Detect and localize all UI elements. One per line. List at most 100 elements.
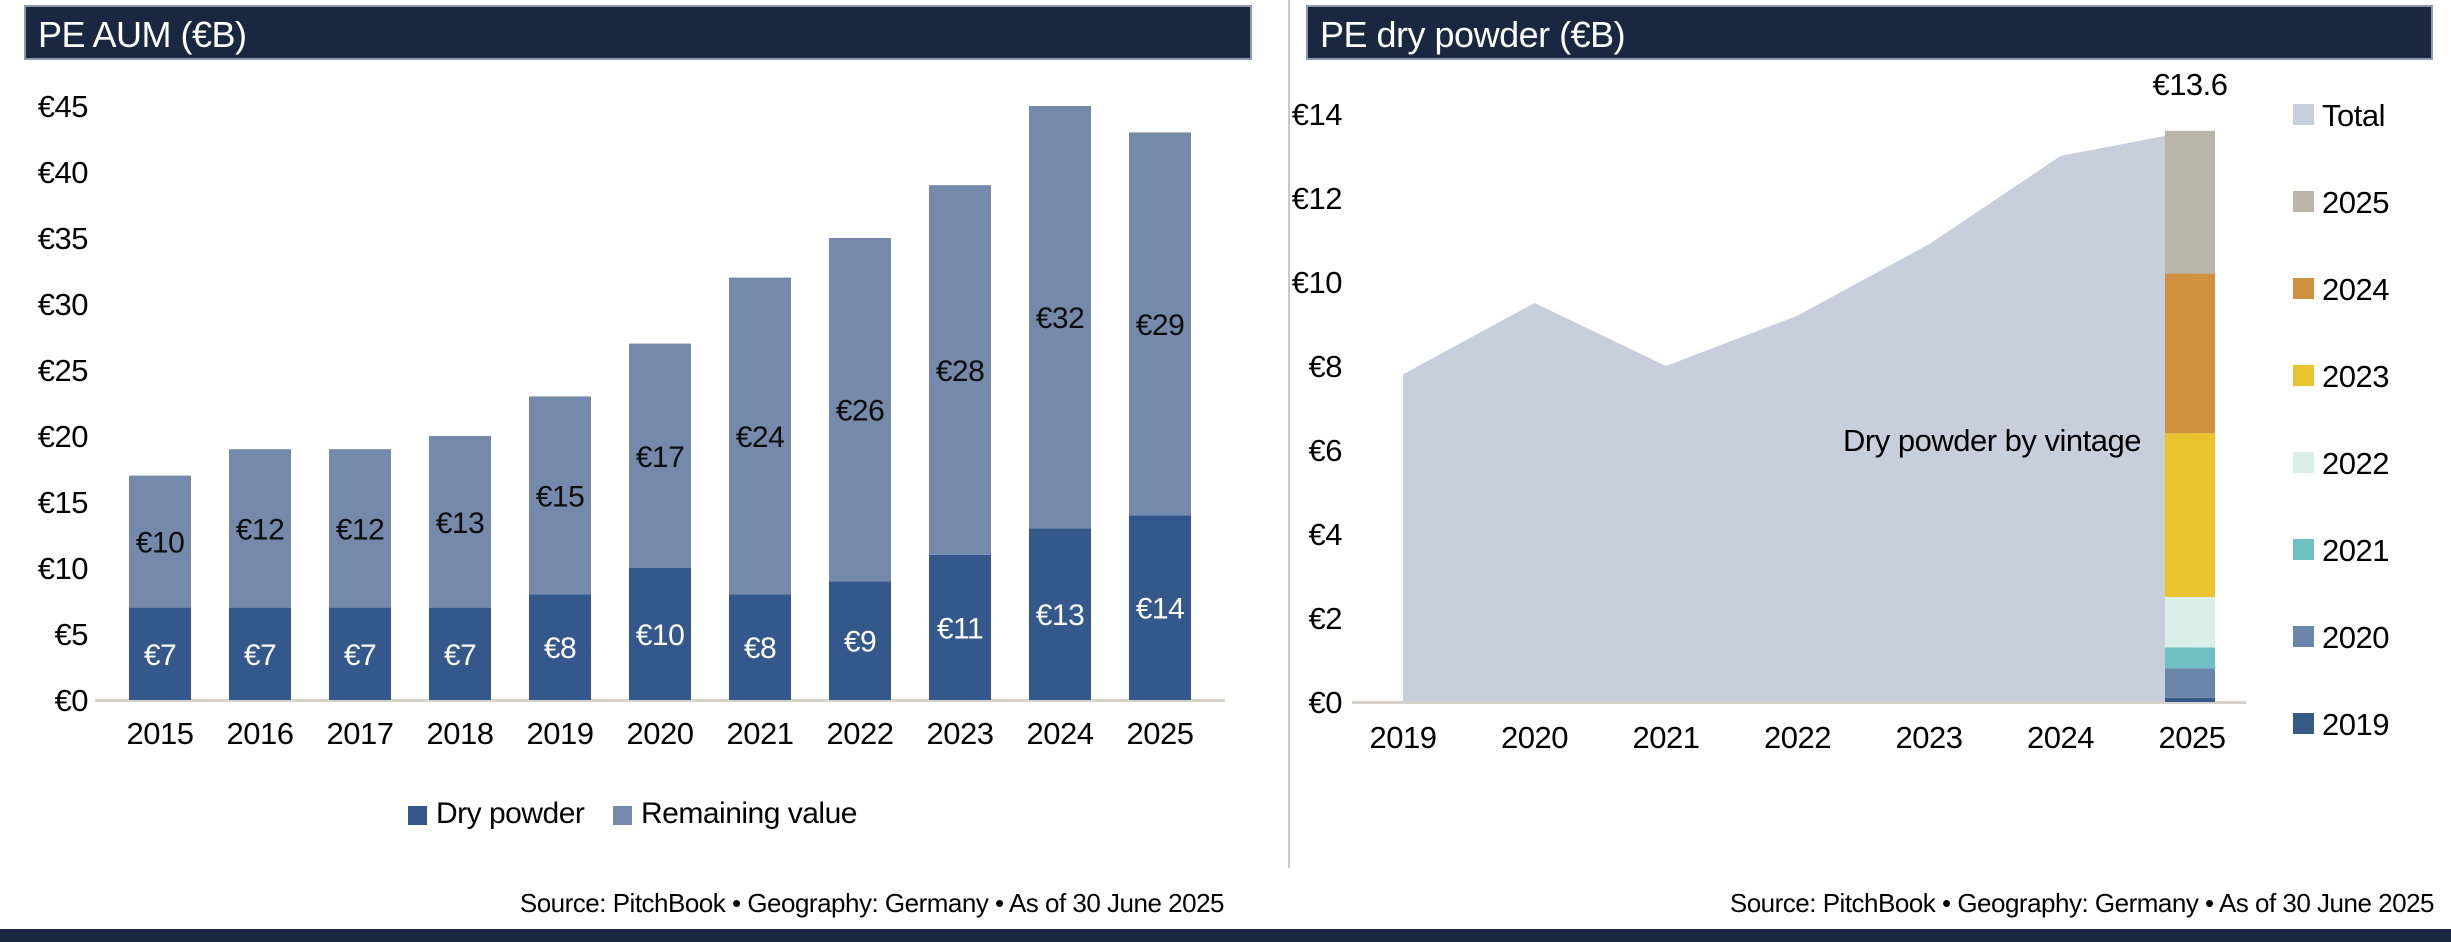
legend-label-2024: 2024 (2322, 272, 2389, 307)
left-panel-title: PE AUM (€B) (24, 5, 1252, 60)
legend-swatch-2020 (2293, 626, 2314, 647)
left-xtick-year: 2021 (727, 716, 794, 751)
vintage-segment-2021 (2165, 647, 2215, 669)
legend-swatch-2023 (2293, 365, 2314, 386)
bar-label-remaining-value: €10 (136, 527, 185, 560)
bar-label-remaining-value: €17 (636, 441, 685, 474)
bar-segment-remaining-value (1029, 106, 1091, 529)
vintage-segment-2019 (2165, 697, 2215, 702)
legend-swatch-2022 (2293, 452, 2314, 473)
bar-label-dry-powder: €13 (1036, 599, 1085, 632)
right-xtick-year: 2021 (1633, 720, 1700, 755)
bar-segment-dry-powder (129, 607, 191, 700)
bar-segment-remaining-value (729, 277, 791, 595)
bar-segment-dry-powder (329, 607, 391, 700)
right-ytick-label: €8 (1309, 349, 1342, 384)
legend-swatch-2025 (2293, 191, 2314, 212)
legend-swatch-dry-powder (408, 806, 427, 825)
right-xtick-year: 2020 (1501, 720, 1568, 755)
bar-label-dry-powder: €11 (937, 612, 983, 645)
bar-segment-remaining-value (1129, 132, 1191, 516)
left-ytick-label: €25 (38, 353, 88, 388)
legend-label-2020: 2020 (2322, 620, 2389, 655)
bar-segment-dry-powder (729, 594, 791, 700)
right-x-axis (1352, 701, 2246, 704)
left-ytick-label: €20 (38, 419, 88, 454)
bar-segment-dry-powder (829, 581, 891, 700)
bar-segment-dry-powder (629, 568, 691, 700)
left-ytick-label: €45 (38, 89, 88, 124)
right-xtick-year: 2019 (1370, 720, 1437, 755)
right-ytick-label: €0 (1309, 685, 1343, 720)
bar-label-remaining-value: €26 (836, 395, 885, 428)
area-annotation: Dry powder by vintage (1843, 423, 2141, 458)
total-dry-powder-area (1403, 130, 2192, 703)
left-ytick-label: €5 (55, 617, 88, 652)
bar-label-dry-powder: €8 (744, 632, 776, 665)
left-xtick-year: 2023 (927, 716, 994, 751)
right-source-note: Source: PitchBook • Geography: Germany •… (1729, 888, 2435, 918)
legend-swatch-2019 (2293, 713, 2314, 734)
right-xtick-year: 2022 (1764, 720, 1831, 755)
left-xtick-year: 2024 (1027, 716, 1094, 751)
footer-bar (0, 929, 2451, 942)
left-ytick-label: €30 (38, 287, 88, 322)
bar-segment-remaining-value (129, 475, 191, 608)
bar-segment-dry-powder (1029, 528, 1091, 700)
left-ytick-label: €10 (38, 551, 88, 586)
left-xtick-year: 2019 (527, 716, 594, 751)
vintage-segment-2020 (2165, 668, 2215, 698)
bar-segment-remaining-value (529, 396, 591, 595)
left-ytick-label: €0 (55, 683, 89, 718)
vintage-segment-2024 (2165, 273, 2215, 434)
left-xtick-year: 2025 (1127, 716, 1194, 751)
bar-label-remaining-value: €15 (536, 480, 585, 513)
right-ytick-label: €6 (1309, 433, 1342, 468)
bar-segment-remaining-value (629, 343, 691, 568)
legend-swatch-2021 (2293, 539, 2314, 560)
bar-label-remaining-value: €12 (336, 513, 385, 546)
right-ytick-label: €12 (1292, 181, 1342, 216)
bar-segment-dry-powder (429, 607, 491, 700)
bar-label-remaining-value: €32 (1036, 302, 1085, 335)
bar-label-dry-powder: €7 (344, 639, 376, 672)
bar-label-remaining-value: €28 (936, 355, 985, 388)
bar-segment-dry-powder (1129, 515, 1191, 700)
right-ytick-label: €14 (1292, 97, 1342, 132)
legend-swatch-total (2293, 104, 2314, 125)
bar-label-remaining-value: €24 (736, 421, 785, 454)
bar-segment-dry-powder (929, 554, 991, 700)
right-ytick-label: €10 (1292, 265, 1342, 300)
bar-label-dry-powder: €9 (844, 626, 876, 659)
left-ytick-label: €35 (38, 221, 88, 256)
left-xtick-year: 2016 (227, 716, 294, 751)
legend-label-2021: 2021 (2322, 533, 2389, 568)
bar-label-remaining-value: €29 (1136, 309, 1185, 342)
bar-label-dry-powder: €8 (544, 632, 576, 665)
vintage-segment-2022 (2165, 597, 2215, 648)
bar-segment-dry-powder (529, 594, 591, 700)
right-xtick-year: 2025 (2159, 720, 2226, 755)
left-x-axis (95, 699, 1225, 702)
bar-label-dry-powder: €7 (444, 639, 476, 672)
bar-label-remaining-value: €13 (436, 507, 485, 540)
left-xtick-year: 2022 (827, 716, 894, 751)
legend-swatch-2024 (2293, 278, 2314, 299)
right-ytick-label: €4 (1309, 517, 1343, 552)
panel-divider (1288, 0, 1290, 868)
left-ytick-label: €15 (38, 485, 88, 520)
bar-label-remaining-value: €12 (236, 513, 285, 546)
total-value-label: €13.6 (2152, 67, 2227, 102)
left-source-note: Source: PitchBook • Geography: Germany •… (519, 888, 1225, 918)
bar-segment-remaining-value (229, 449, 291, 608)
legend-label-2019: 2019 (2322, 707, 2389, 742)
vintage-segment-2025 (2165, 130, 2215, 274)
legend-label-dry-powder: Dry powder (436, 797, 585, 830)
right-panel-title: PE dry powder (€B) (1306, 5, 2433, 60)
left-xtick-year: 2018 (427, 716, 494, 751)
vintage-segment-2023 (2165, 433, 2215, 597)
bar-segment-remaining-value (829, 238, 891, 582)
legend-label-total: Total (2322, 98, 2385, 133)
